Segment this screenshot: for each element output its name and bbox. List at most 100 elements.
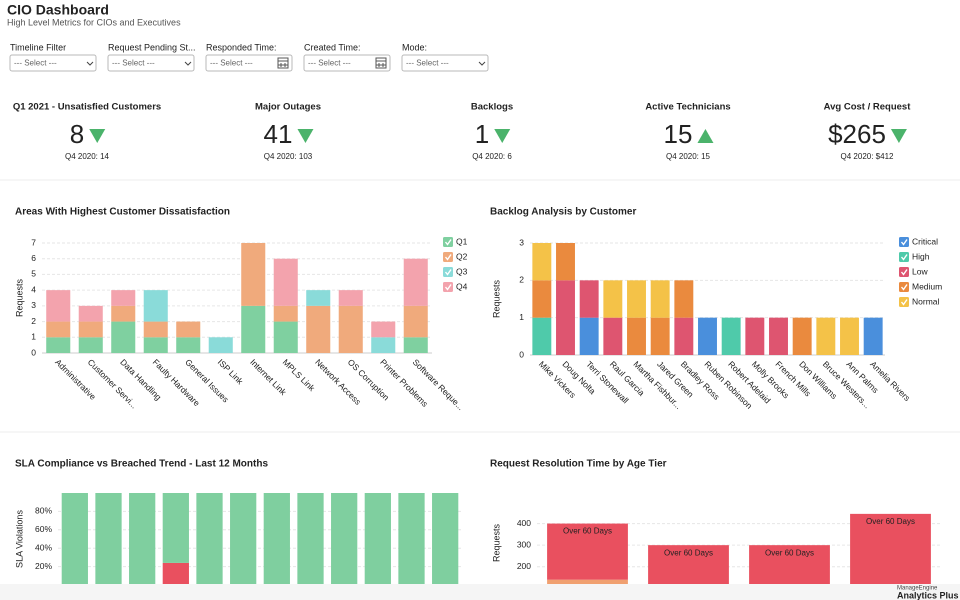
bar-segment — [816, 317, 836, 355]
bar-segment — [398, 493, 425, 585]
legend-check — [444, 254, 452, 261]
bar-segment — [792, 317, 812, 355]
dashboard-title: CIO Dashboard — [7, 2, 109, 18]
filter-control[interactable]: --- Select --- — [205, 54, 293, 72]
bar-segment — [603, 280, 623, 318]
filter-box[interactable] — [107, 54, 195, 72]
bar-segment — [46, 290, 71, 322]
y-tick-label: 0 — [31, 347, 36, 357]
y-tick-label: 2 — [519, 275, 524, 285]
legend-item[interactable]: Low — [899, 266, 928, 277]
legend-item[interactable]: Normal — [899, 296, 940, 307]
y-axis-label: Requests — [14, 278, 24, 317]
kpi-previous: Q4 2020: 14 — [65, 152, 110, 161]
bar-segment — [46, 321, 71, 338]
chart-title: Request Resolution Time by Age Tier — [490, 459, 667, 470]
y-tick-label: 6 — [31, 253, 36, 263]
footer-brand: ManageEngine — [897, 586, 938, 592]
bar-segment — [162, 493, 189, 563]
y-axis-label: Requests — [491, 279, 501, 318]
bar-segment — [111, 305, 136, 322]
legend-item[interactable]: Critical — [899, 236, 938, 247]
legend-label: Q2 — [456, 251, 468, 261]
legend-item[interactable]: Q4 — [443, 281, 468, 292]
filter-label: Mode: — [402, 42, 427, 52]
legend-checkbox[interactable] — [899, 297, 909, 307]
bar-segment — [46, 337, 71, 353]
legend-item[interactable]: Medium — [899, 281, 942, 292]
bar-segment — [297, 493, 324, 585]
dropdown-chevron — [184, 61, 192, 66]
y-axis-label: Requests — [491, 523, 501, 562]
bar-segment — [162, 562, 189, 585]
legend-check — [900, 284, 908, 291]
bar-segment — [273, 305, 298, 322]
legend-checkbox[interactable] — [899, 267, 909, 277]
legend-checkbox[interactable] — [443, 282, 453, 292]
legend-item[interactable]: Q2 — [443, 251, 468, 262]
bar-segment — [78, 305, 103, 322]
bar-segment — [143, 321, 168, 338]
filter-box[interactable] — [9, 54, 97, 72]
filter-box[interactable] — [401, 54, 489, 72]
y-tick-label: 40% — [35, 542, 52, 552]
legend-check — [444, 269, 452, 276]
footer-product: Analytics Plus — [897, 590, 959, 600]
y-tick-label: 7 — [31, 237, 36, 247]
bar-segment — [273, 321, 298, 353]
y-tick-label: 60% — [35, 524, 52, 534]
legend-checkbox[interactable] — [899, 282, 909, 292]
kpi-title: Avg Cost / Request — [824, 102, 912, 113]
legend-checkbox[interactable] — [443, 252, 453, 262]
segment-label: Over 60 Days — [866, 517, 915, 526]
legend-label: High — [912, 251, 930, 261]
y-axis-label: SLA Violations — [14, 510, 24, 568]
y-tick-label: 3 — [31, 300, 36, 310]
bar-segment — [364, 493, 391, 585]
legend-item[interactable]: High — [899, 251, 930, 262]
bar-segment — [176, 321, 201, 338]
legend-checkbox[interactable] — [899, 237, 909, 247]
filter-control[interactable]: --- Select --- — [9, 54, 97, 72]
kpi-previous: Q4 2020: 103 — [264, 152, 313, 161]
kpi-value: 41 — [264, 119, 293, 149]
kpi-previous: Q4 2020: $412 — [841, 152, 894, 161]
bar-segment — [556, 243, 575, 281]
bar-segment — [721, 317, 741, 355]
bar-segment — [143, 290, 168, 322]
legend-label: Low — [912, 266, 928, 276]
bar-segment — [371, 337, 396, 353]
legend-item[interactable]: Q3 — [443, 266, 468, 277]
bar-segment — [95, 493, 122, 585]
filter-control[interactable]: --- Select --- — [401, 54, 489, 72]
chart-title: SLA Compliance vs Breached Trend - Last … — [15, 459, 268, 470]
bar-segment — [273, 258, 298, 306]
kpi-trend-arrow — [494, 129, 511, 143]
filter-control[interactable]: --- Select --- — [303, 54, 391, 72]
legend-checkbox[interactable] — [443, 237, 453, 247]
legend-checkbox[interactable] — [899, 252, 909, 262]
legend-label: Q3 — [456, 266, 468, 276]
legend-check — [900, 299, 908, 306]
filter-box[interactable] — [303, 54, 391, 72]
legend-label: Q1 — [456, 236, 468, 246]
filter-box[interactable] — [205, 54, 293, 72]
filter-control[interactable]: --- Select --- — [107, 54, 195, 72]
legend-checkbox[interactable] — [443, 267, 453, 277]
bar-segment — [432, 493, 459, 585]
bar-segment — [603, 317, 623, 355]
filter-placeholder: --- Select --- — [308, 59, 351, 68]
dropdown-chevron — [86, 61, 94, 66]
bar-segment — [745, 317, 765, 355]
kpi-trend-arrow — [297, 129, 314, 143]
y-tick-label: 200 — [517, 561, 531, 571]
filter-placeholder: --- Select --- — [210, 59, 253, 68]
kpi-title: Backlogs — [471, 102, 513, 113]
chart-title: Areas With Highest Customer Dissatisfact… — [15, 207, 230, 218]
bar-segment — [338, 290, 363, 306]
legend-item[interactable]: Q1 — [443, 236, 468, 247]
y-tick-label: 4 — [31, 284, 36, 294]
legend-check — [900, 269, 908, 276]
